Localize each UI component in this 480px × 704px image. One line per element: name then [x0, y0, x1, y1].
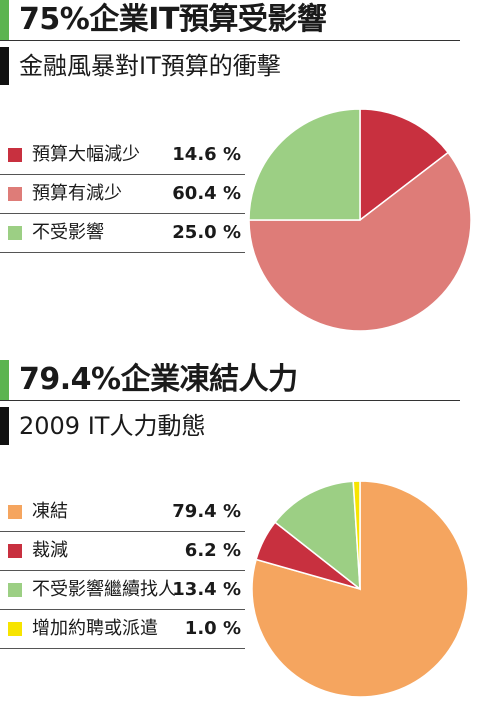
legend-item: 不受影響 25.0 %	[0, 214, 245, 253]
title-accent-bar	[0, 360, 9, 400]
subtitle-accent-bar	[0, 47, 9, 85]
subtitle-accent-bar	[0, 407, 9, 445]
subtitle-row: 2009 IT人力動態	[0, 407, 460, 445]
legend-value: 25.0 %	[172, 222, 241, 243]
chart-section-staffing: 79.4%企業凍結人力 2009 IT人力動態 凍結 79.4 % 裁減 6.2…	[0, 360, 480, 704]
legend-swatch	[8, 544, 22, 558]
legend-item: 不受影響繼續找人 13.4 %	[0, 571, 245, 610]
legend-swatch	[8, 226, 22, 240]
legend-item: 裁減 6.2 %	[0, 532, 245, 571]
pie-chart-budget	[248, 108, 472, 332]
legend-item: 預算大幅減少 14.6 %	[0, 136, 245, 175]
chart-subtitle: 2009 IT人力動態	[19, 412, 206, 440]
chart-section-budget: 75%企業IT預算受影響 金融風暴對IT預算的衝擊 預算大幅減少 14.6 % …	[0, 0, 480, 345]
legend-item: 增加約聘或派遣 1.0 %	[0, 610, 245, 649]
subtitle-row: 金融風暴對IT預算的衝擊	[0, 47, 460, 85]
legend-label: 預算有減少	[32, 183, 122, 204]
legend-label: 增加約聘或派遣	[32, 618, 158, 639]
legend: 預算大幅減少 14.6 % 預算有減少 60.4 % 不受影響 25.0 %	[0, 136, 245, 253]
legend-value: 13.4 %	[172, 579, 241, 600]
pie-slice-4	[352, 480, 361, 590]
chart-title: 75%企業IT預算受影響	[19, 2, 327, 37]
legend: 凍結 79.4 % 裁減 6.2 % 不受影響繼續找人 13.4 % 增加約聘或…	[0, 493, 245, 649]
legend-label: 裁減	[32, 540, 68, 561]
legend-label: 預算大幅減少	[32, 144, 140, 165]
legend-swatch	[8, 622, 22, 636]
legend-swatch	[8, 187, 22, 201]
pie-slice-2	[248, 151, 472, 332]
legend-value: 60.4 %	[172, 183, 241, 204]
legend-value: 79.4 %	[172, 501, 241, 522]
title-divider	[0, 40, 460, 41]
legend-swatch	[8, 583, 22, 597]
pie-slice-3	[248, 108, 361, 221]
legend-swatch	[8, 148, 22, 162]
title-row: 75%企業IT預算受影響	[0, 0, 460, 40]
chart-title: 79.4%企業凍結人力	[19, 362, 298, 397]
chart-subtitle: 金融風暴對IT預算的衝擊	[19, 52, 281, 80]
legend-item: 凍結 79.4 %	[0, 493, 245, 532]
title-row: 79.4%企業凍結人力	[0, 360, 460, 400]
legend-value: 14.6 %	[172, 144, 241, 165]
legend-item: 預算有減少 60.4 %	[0, 175, 245, 214]
legend-value: 6.2 %	[184, 540, 241, 561]
legend-label: 不受影響	[32, 222, 104, 243]
pie-chart-staffing	[251, 480, 469, 698]
legend-swatch	[8, 505, 22, 519]
legend-label: 凍結	[32, 501, 68, 522]
title-accent-bar	[0, 0, 9, 40]
pie-slice-3	[274, 480, 361, 591]
legend-label: 不受影響繼續找人	[32, 579, 176, 600]
pie-slice-1	[359, 108, 450, 222]
title-divider	[0, 400, 460, 401]
legend-value: 1.0 %	[184, 618, 241, 639]
